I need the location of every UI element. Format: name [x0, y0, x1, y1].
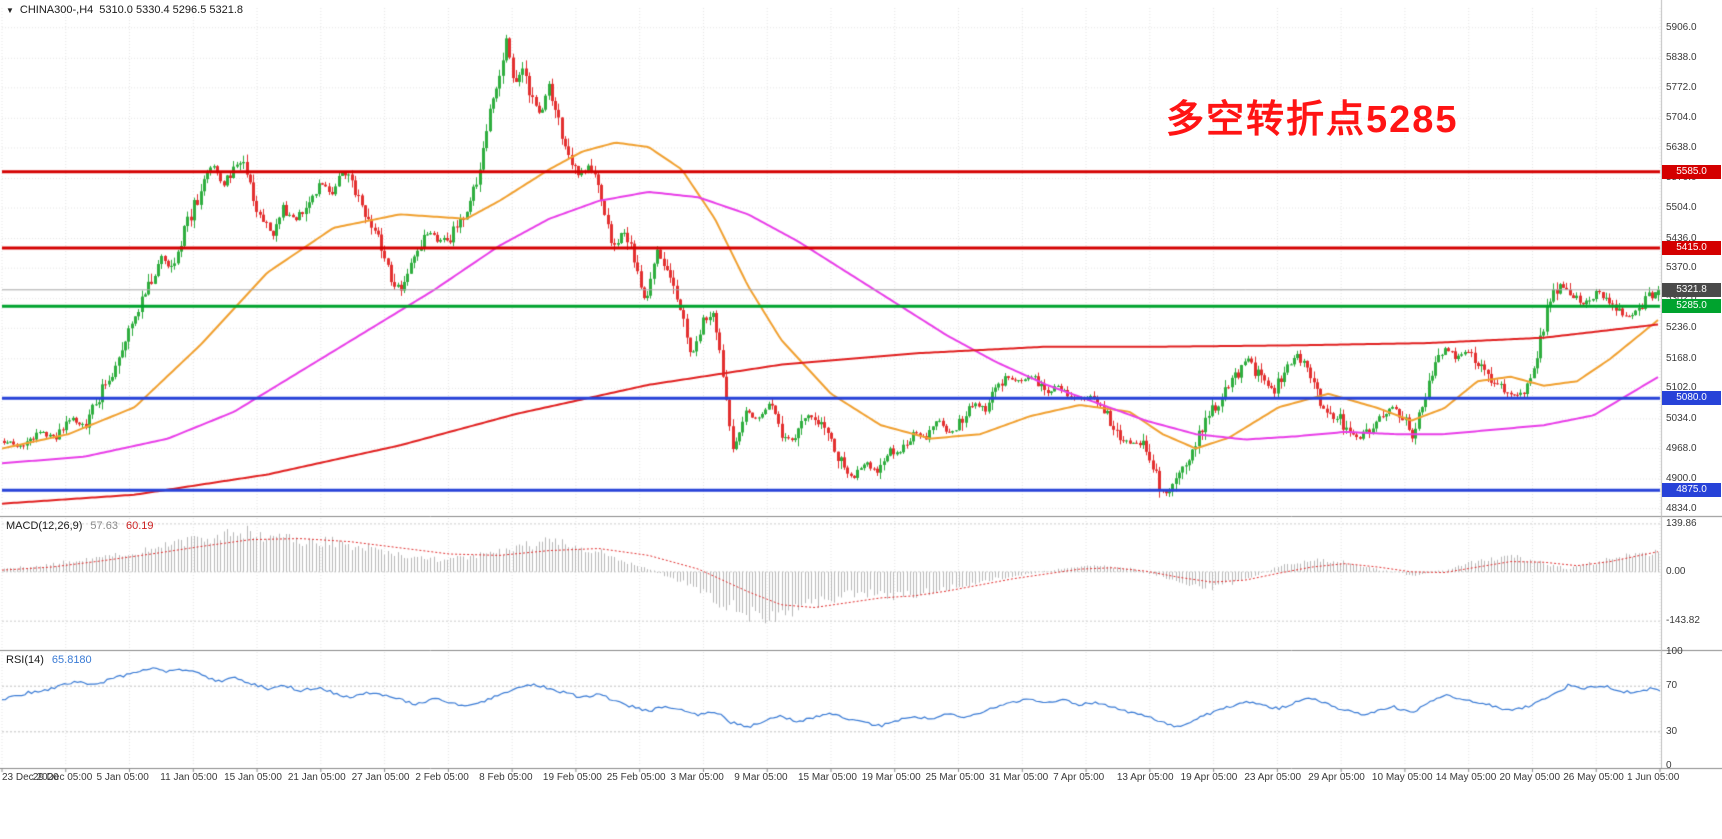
symbol-dropdown-icon[interactable]: ▼	[6, 5, 14, 15]
macd-main-value: 57.63	[90, 520, 118, 532]
rsi-indicator-label: RSI(14) 65.8180	[6, 654, 92, 666]
symbol-label: CHINA300-,H4	[19, 4, 94, 16]
ohlc-readout: 5310.0 5330.4 5296.5 5321.8	[99, 4, 244, 16]
macd-signal-value: 60.19	[125, 520, 154, 532]
chart-header: ▼ CHINA300-,H4 5310.0 5330.4 5296.5 5321…	[6, 4, 243, 16]
chart-annotation-text: 多空转折点5285	[1166, 99, 1459, 141]
macd-indicator-label: MACD(12,26,9) 57.63 60.19	[6, 520, 153, 532]
macd-name-label: MACD(12,26,9)	[6, 520, 83, 532]
rsi-name-label: RSI(14)	[6, 654, 44, 666]
rsi-value: 65.8180	[51, 654, 92, 666]
